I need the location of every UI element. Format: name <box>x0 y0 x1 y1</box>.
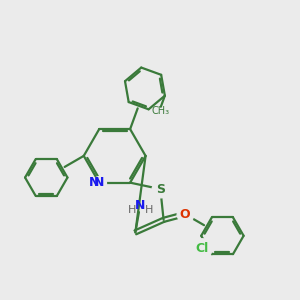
Text: S: S <box>156 183 165 196</box>
Text: H: H <box>145 205 153 215</box>
Text: N: N <box>89 176 99 189</box>
Text: CH₃: CH₃ <box>152 106 170 116</box>
Text: O: O <box>180 208 190 220</box>
Text: H: H <box>128 205 136 215</box>
Text: N: N <box>135 199 146 212</box>
Text: Cl: Cl <box>195 242 208 255</box>
Text: N: N <box>94 176 104 189</box>
